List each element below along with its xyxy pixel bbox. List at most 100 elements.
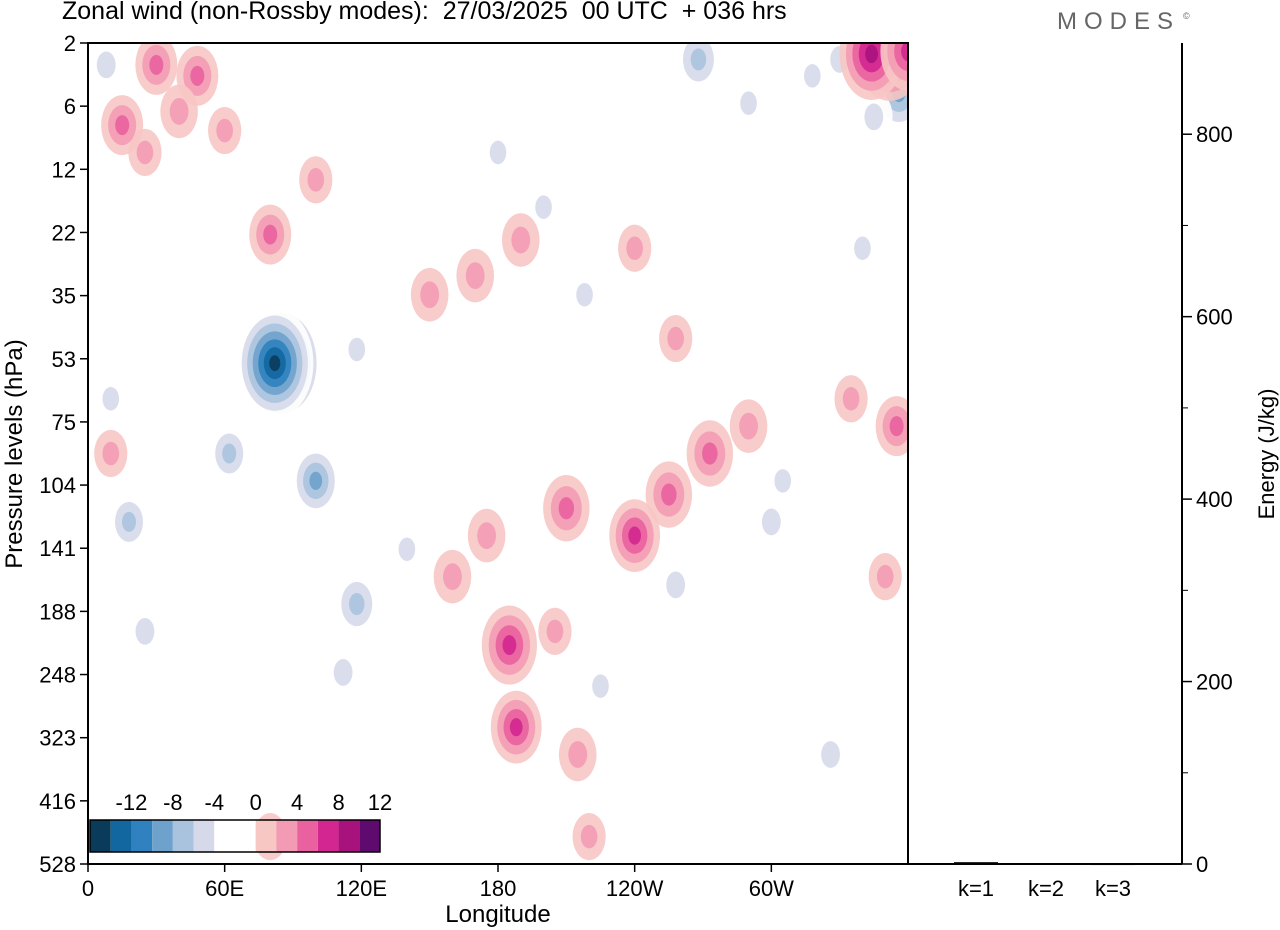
colorbar-label: 0 [250,790,262,815]
wind-blob-16-level-2 [535,195,552,219]
energy-bar-k=3 [1091,863,1135,866]
wind-blob-26-level-2 [854,236,871,261]
wind-blob-53-level-3 [889,416,904,437]
x-axis-label: Longitude [445,901,550,928]
colorbar-swatch [297,820,318,852]
colorbar-legend: -12 -8 -4 0 4 8 12 [89,790,392,853]
colorbar-swatch [131,820,153,852]
wind-blob-8-level-2 [135,617,155,645]
colorbar-swatch [255,820,277,852]
wind-blob-6-level-2 [398,537,416,562]
wind-blob-14-level-2 [821,741,840,768]
wind-blob-44-level-3 [702,442,718,465]
wind-blob-54-level-2 [876,564,894,589]
wind-blob-27-level-2 [348,337,366,362]
colorbar-swatch [276,820,298,852]
wind-blob-10-level-2 [592,674,609,698]
energy-bars: k=1 k=2 k=3 [954,862,1135,901]
colorbar-label: 12 [368,790,392,815]
colorbar-label: -8 [163,790,183,815]
energy-axis: 0 200 400 600 800 [1182,122,1233,877]
wind-blob-52-level-2 [842,386,860,411]
y-tick-label: 141 [39,536,76,561]
x-tick-label: 120W [606,876,664,901]
wind-blob-11-level-2 [666,571,686,599]
energy-tick-label: 600 [1196,305,1233,330]
wind-blob-4-level-3 [349,592,365,616]
colorbar-frame [89,819,381,853]
wind-blob-36-level-2 [102,441,120,466]
modes-logo: MODES [1057,8,1181,35]
x-tick-label: 120E [336,876,387,901]
colorbar-swatch [193,820,215,852]
wind-blob-46-level-2 [420,281,440,309]
wind-field [88,43,908,861]
wind-blob-12-level-2 [761,508,781,536]
colorbar-swatch [338,820,360,852]
y-tick-label: 248 [39,663,76,688]
wind-blob-38-level-2 [477,522,497,549]
y-tick-label: 323 [39,726,76,751]
colorbar-label: 4 [291,790,303,815]
wind-blob-33-level-2 [307,168,325,192]
y-tick-label: 416 [39,789,76,814]
wind-blob-39-level-4 [502,635,517,655]
energy-bar-k=1 [954,862,998,864]
y-tick-label: 53 [52,347,76,372]
colorbar-swatch [152,820,173,852]
wind-blob-37-level-2 [443,563,462,591]
wind-blob-35-level-3 [115,115,130,136]
wind-blob-20-level-2 [96,51,116,79]
y-tick-label: 12 [52,157,76,182]
x-tick-label: 0 [82,876,94,901]
wind-blob-13-level-2 [774,469,792,493]
wind-blob-51-level-2 [580,824,598,849]
energy-tick-label: 0 [1196,852,1208,877]
colorbar-label: 8 [332,790,344,815]
wind-blob-41-level-3 [558,497,575,520]
wind-blob-48-level-2 [511,226,531,254]
pressure-axis: 2 6 12 22 35 53 75 104 141 188 248 323 416 528 [39,31,88,877]
wind-blob-50-level-2 [568,741,588,768]
wind-blob-17-level-2 [576,282,593,307]
wind-blob-9-level-2 [102,386,120,411]
wind-blob-56-level-2 [667,326,684,351]
colorbar-swatch [172,820,194,852]
copyright-mark: © [1183,11,1190,21]
wind-blob-32-level-3 [263,224,278,245]
wind-blob-28-level-3 [190,65,205,86]
wind-blob-30-level-2 [136,140,154,165]
wind-blob-59-level-4 [901,43,908,62]
wind-blob-5-level-2 [333,659,353,686]
y-tick-label: 104 [39,473,76,498]
wind-blob-3-level-3 [222,443,237,464]
energy-category-label: k=1 [958,876,994,901]
wind-blob-43-level-3 [661,483,677,506]
colorbar-swatch [110,820,132,852]
wind-blob-19-level-2 [804,64,821,88]
y-tick-label: 2 [64,31,76,56]
wind-blob-29-level-2 [169,98,189,125]
energy-panel [908,43,1182,864]
colorbar-swatch [317,820,339,852]
energy-category-label: k=2 [1028,876,1064,901]
longitude-axis: 0 60E 120E 180 120W 60W [82,864,794,901]
colorbar-label: -4 [205,790,225,815]
wind-blob-15-level-2 [489,140,507,165]
wind-blob-58-level-5 [865,44,878,64]
wind-blob-31-level-2 [216,118,233,143]
y-tick-label: 528 [39,852,76,877]
y-tick-label: 22 [52,220,76,245]
wind-blob-42-level-4 [628,526,642,545]
wind-blob-23-level-2 [864,103,884,131]
energy-tick-label: 800 [1196,122,1233,147]
energy-tick-label: 200 [1196,670,1233,695]
wind-blob-40-level-4 [509,718,523,737]
colorbar-swatch [235,820,256,852]
wind-blob-55-level-2 [626,236,643,261]
y-tick-label: 6 [64,94,76,119]
y-tick-label: 75 [52,410,76,435]
energy-category-label: k=3 [1095,876,1131,901]
energy-bar-k=2 [1024,863,1068,865]
wind-blob-49-level-2 [546,619,564,644]
